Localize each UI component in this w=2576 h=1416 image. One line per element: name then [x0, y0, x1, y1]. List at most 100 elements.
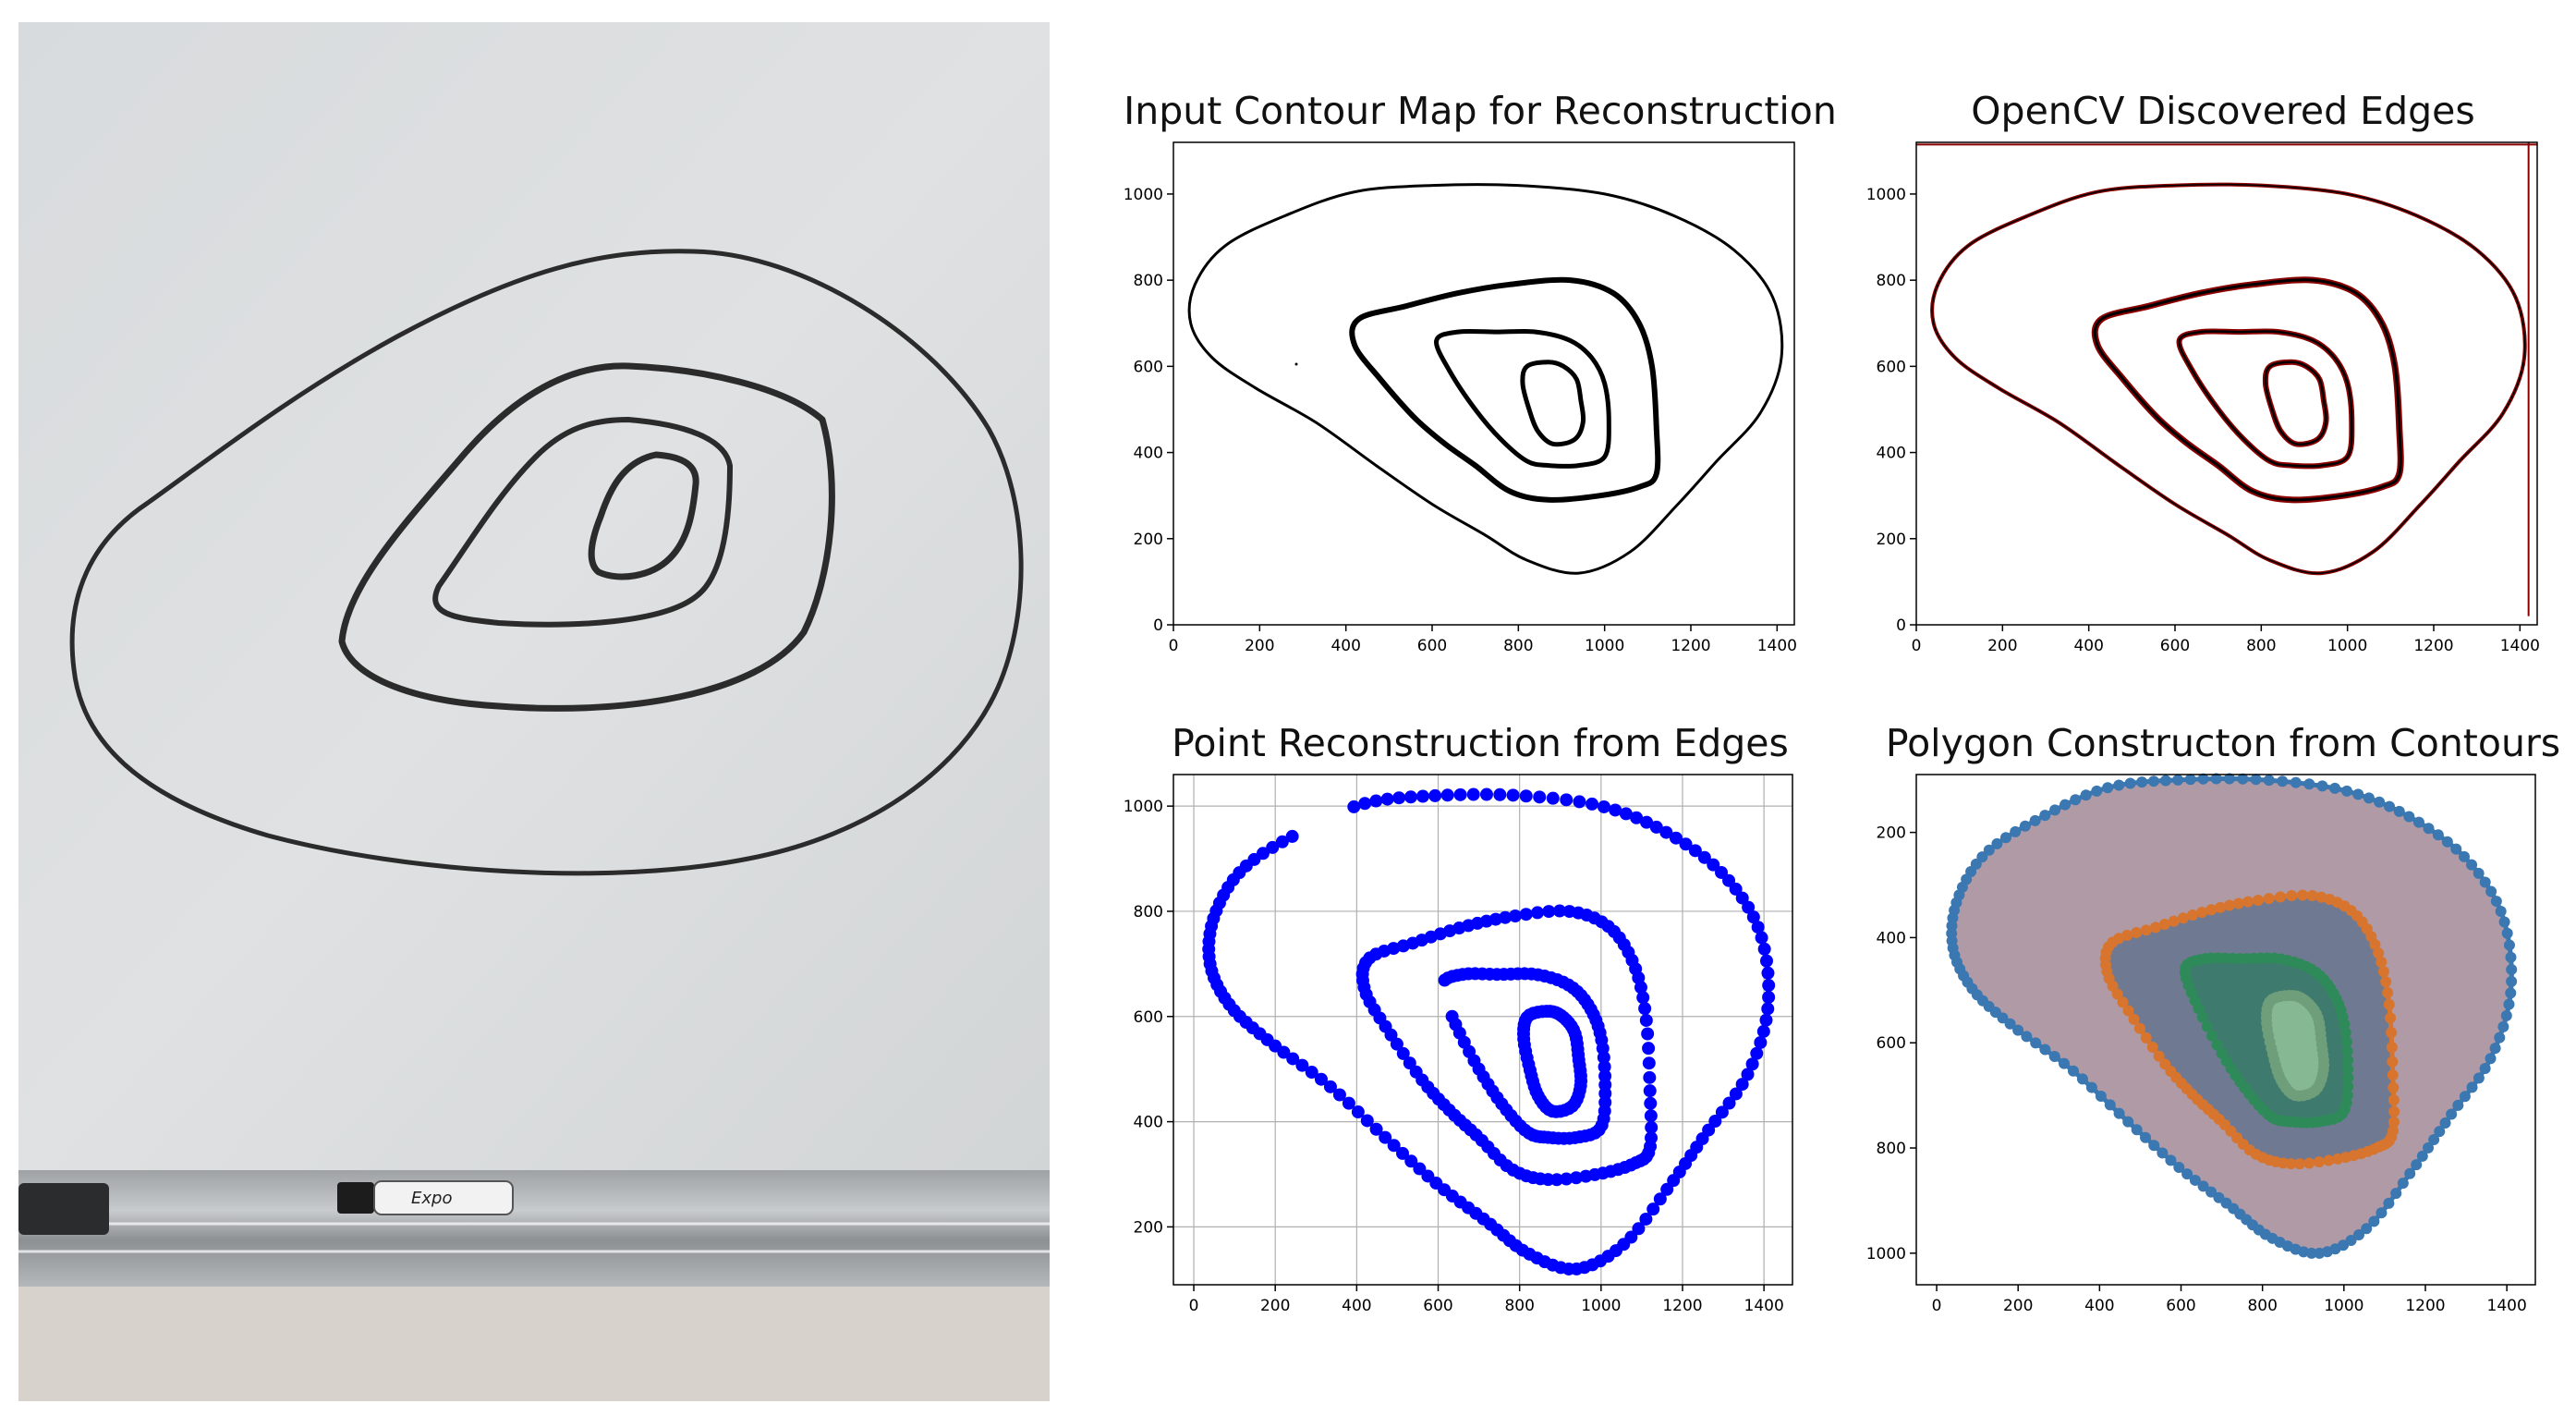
y-tick-label: 600 — [1877, 358, 1906, 376]
polygon-vertex — [2004, 1018, 2016, 1030]
polygon-vertex — [2297, 889, 2309, 901]
x-tick-label: 800 — [1503, 637, 1533, 655]
edge-point — [1285, 829, 1299, 843]
edge-point — [1660, 1182, 1674, 1196]
polygon-vertex — [2158, 919, 2170, 931]
y-tick-label: 200 — [1134, 531, 1163, 549]
polygon-vertex — [2122, 1005, 2134, 1017]
x-tick-label: 1000 — [2327, 637, 2367, 655]
y-tick-label: 600 — [1134, 358, 1163, 376]
polygon-vertex — [2306, 890, 2318, 902]
polygon-vertex — [2201, 1020, 2213, 1032]
x-tick-label: 1000 — [1585, 637, 1624, 655]
chart-title-edges: OpenCV Discovered Edges — [1971, 89, 2475, 133]
polygon-vertex — [1991, 837, 2003, 849]
edge-point — [1759, 1013, 1773, 1027]
edge-point — [1277, 1045, 1291, 1059]
edge-point — [1562, 905, 1576, 919]
polygon-vertex — [2388, 1081, 2400, 1093]
polygon-vertex — [2466, 1081, 2478, 1093]
edge-point — [1679, 837, 1693, 851]
plot-content — [1202, 787, 1776, 1276]
polygon-vertex — [2250, 774, 2262, 786]
polygon-vertex — [2205, 1186, 2218, 1198]
edge-point — [1369, 794, 1383, 808]
polygon-vertex — [2388, 1125, 2400, 1137]
x-tick-label: 1000 — [2324, 1297, 2363, 1315]
x-tick-label: 1400 — [2500, 637, 2540, 655]
polygon-vertex — [2157, 1147, 2169, 1159]
y-tick-label: 800 — [1877, 272, 1906, 290]
polygon-vertex — [2131, 927, 2143, 939]
polygon-vertex — [2500, 1009, 2512, 1021]
edge-point — [1506, 788, 1520, 802]
polygon-vertex — [2133, 1022, 2145, 1034]
polygon-vertex — [2386, 1042, 2398, 1054]
x-tick-label: 1400 — [1757, 637, 1797, 655]
y-tick-label: 400 — [1877, 445, 1906, 463]
polygon-vertex — [2122, 1116, 2134, 1128]
polygon-vertex — [2150, 922, 2162, 934]
polygon-vertex — [2146, 1042, 2158, 1054]
edge-point — [1396, 1146, 1410, 1160]
edge-point — [1735, 891, 1749, 905]
polygon-vertex — [2403, 811, 2415, 823]
polygon-vertex — [2450, 843, 2462, 855]
edge-point — [1286, 1052, 1300, 1066]
x-tick-label: 1400 — [1744, 1297, 1784, 1315]
edge-point — [1755, 931, 1768, 945]
edge-point — [1762, 990, 1776, 1004]
edge-point — [1295, 1058, 1309, 1072]
polygon-vertex — [1997, 1012, 2009, 1024]
x-tick-label: 200 — [1245, 637, 1274, 655]
edge-point — [1416, 789, 1429, 803]
axes-frame — [1915, 141, 2538, 626]
edge-point — [1413, 1162, 1427, 1176]
edge-point — [1761, 1002, 1775, 1016]
y-tick-label: 800 — [1134, 272, 1163, 290]
polygon-vertex — [2397, 1178, 2409, 1190]
x-tick-label: 1200 — [2413, 637, 2453, 655]
polygon-vertex — [2411, 1159, 2423, 1171]
polygon-vertex — [2168, 915, 2180, 927]
edge-point — [1702, 1123, 1716, 1137]
axes-frame — [1173, 774, 1793, 1286]
polygon-vertex — [2067, 1065, 2079, 1077]
polygon-vertex — [2376, 1207, 2388, 1219]
edge-point — [1715, 865, 1729, 879]
polygon-vertex — [2473, 1072, 2485, 1084]
edge-line — [2091, 276, 2404, 504]
polygon-vertex — [2495, 906, 2507, 918]
polygon-vertex — [2439, 1117, 2451, 1129]
edge-point — [1750, 1046, 1764, 1060]
polygon-vertex — [2498, 916, 2510, 928]
edge-point — [1653, 1192, 1667, 1206]
edge-point — [1387, 1139, 1401, 1153]
polygon-vertex — [2275, 891, 2287, 903]
polygon-vertex — [2387, 1056, 2399, 1068]
polygon-vertex — [2193, 1003, 2205, 1015]
contour-line — [1349, 276, 1661, 503]
edge-point — [1722, 1096, 1736, 1110]
polygon-vertex — [2459, 1091, 2471, 1103]
x-tick-label: 1400 — [2487, 1297, 2527, 1315]
polygon-vertex — [2373, 947, 2385, 959]
x-tick-label: 800 — [1504, 1297, 1534, 1315]
polygon-vertex — [2316, 780, 2328, 792]
polygon-vertex — [2177, 912, 2189, 924]
polygon-vertex — [2384, 800, 2396, 812]
polygon-vertex — [2019, 820, 2031, 832]
polygon-vertex — [2503, 939, 2515, 951]
edge-point — [1542, 1103, 1556, 1117]
edge-point — [1561, 1262, 1575, 1276]
polygon-vertex — [2466, 859, 2478, 871]
polygon-vertex — [2342, 1072, 2354, 1084]
polygon-vertex — [2010, 825, 2022, 837]
polygon-vertex — [2060, 799, 2072, 811]
contour-line — [1434, 328, 1611, 469]
polygon-vertex — [2263, 893, 2275, 905]
edge-point — [1659, 825, 1673, 839]
edge-core-line — [2264, 360, 2327, 446]
polygon-vertex — [2263, 775, 2275, 787]
edge-point — [1649, 820, 1663, 834]
